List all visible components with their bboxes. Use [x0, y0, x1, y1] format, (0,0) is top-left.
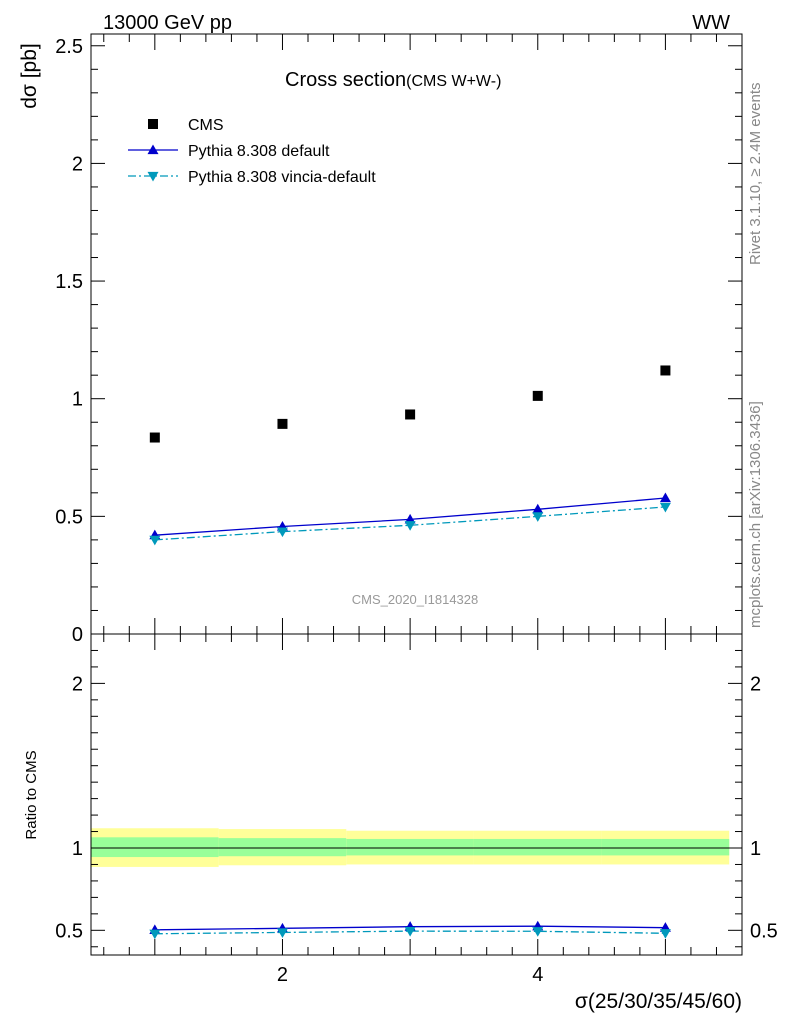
chart-title: Cross section(CMS W+W-) — [285, 69, 501, 91]
data-point — [404, 513, 416, 524]
y-tick-label-right: 2 — [750, 673, 761, 695]
y-tick-label: 1 — [72, 389, 83, 411]
uncertainty-band-inner — [218, 838, 347, 857]
y-tick-label: 1.5 — [55, 271, 83, 293]
legend-label: Pythia 8.308 default — [188, 143, 330, 160]
data-point — [405, 409, 416, 420]
y-tick-label: 0.5 — [55, 506, 83, 528]
data-point — [660, 365, 671, 376]
data-point — [532, 503, 544, 514]
uncertainty-band-inner — [346, 838, 474, 856]
y-tick-label: 2.5 — [55, 36, 83, 58]
chart-title-main: Cross section — [285, 69, 406, 91]
legend-marker — [147, 144, 159, 155]
x-axis-label: σ(25/30/35/45/60) — [575, 990, 742, 1013]
data-point — [659, 492, 671, 503]
data-point — [149, 929, 161, 940]
data-point — [404, 927, 416, 937]
y-tick-label-right: 1 — [750, 838, 761, 860]
header-left: 13000 GeV pp — [103, 12, 232, 34]
x-tick-label: 4 — [532, 964, 543, 986]
main-plot-area: 0 0.5 1 1.5 2 2.5 CMS Pythia 8.308 default Pythi… — [55, 33, 743, 646]
header-right: WW — [692, 12, 730, 34]
data-point — [532, 390, 543, 401]
main-y-axis-label: dσ [pb] — [18, 43, 41, 109]
data-point — [404, 521, 416, 531]
y-tick-label-right: 0.5 — [750, 920, 778, 942]
chart-subtitle: (CMS W+W-) — [406, 73, 501, 90]
legend-marker — [148, 119, 158, 129]
data-point — [532, 512, 544, 522]
rivet-info: Rivet 3.1.10, ≥ 2.4M events — [747, 83, 764, 266]
plot-frame — [90, 633, 743, 956]
y-tick-label: 2 — [72, 673, 83, 695]
data-point — [659, 929, 671, 939]
legend-label: Pythia 8.308 vincia-default — [188, 169, 376, 186]
mcplots-info: mcplots.cern.ch [arXiv:1306.3436] — [747, 401, 764, 628]
data-point — [277, 418, 288, 429]
series-line — [154, 930, 666, 935]
legend-marker — [147, 171, 159, 182]
uncertainty-band-inner — [91, 837, 219, 858]
y-tick-label: 1 — [72, 838, 83, 860]
data-point — [276, 527, 288, 538]
data-point — [532, 927, 544, 937]
ratio-y-axis-label: Ratio to CMS — [23, 750, 40, 839]
data-point — [149, 535, 161, 546]
y-tick-label: 2 — [72, 153, 83, 175]
data-point — [149, 432, 160, 443]
data-point — [276, 928, 288, 938]
uncertainty-band-inner — [601, 838, 730, 856]
legend-label: CMS — [188, 117, 224, 134]
series-line — [154, 506, 666, 541]
analysis-watermark: CMS_2020_I1814328 — [352, 592, 479, 607]
x-tick-label: 2 — [277, 964, 288, 986]
y-tick-label: 0 — [72, 624, 83, 646]
data-point — [659, 502, 671, 513]
uncertainty-band-inner — [473, 838, 602, 856]
ratio-plot-area: 0.5 0.5 1 1 2 2 2 4 — [55, 633, 778, 986]
y-tick-label: 0.5 — [55, 920, 83, 942]
